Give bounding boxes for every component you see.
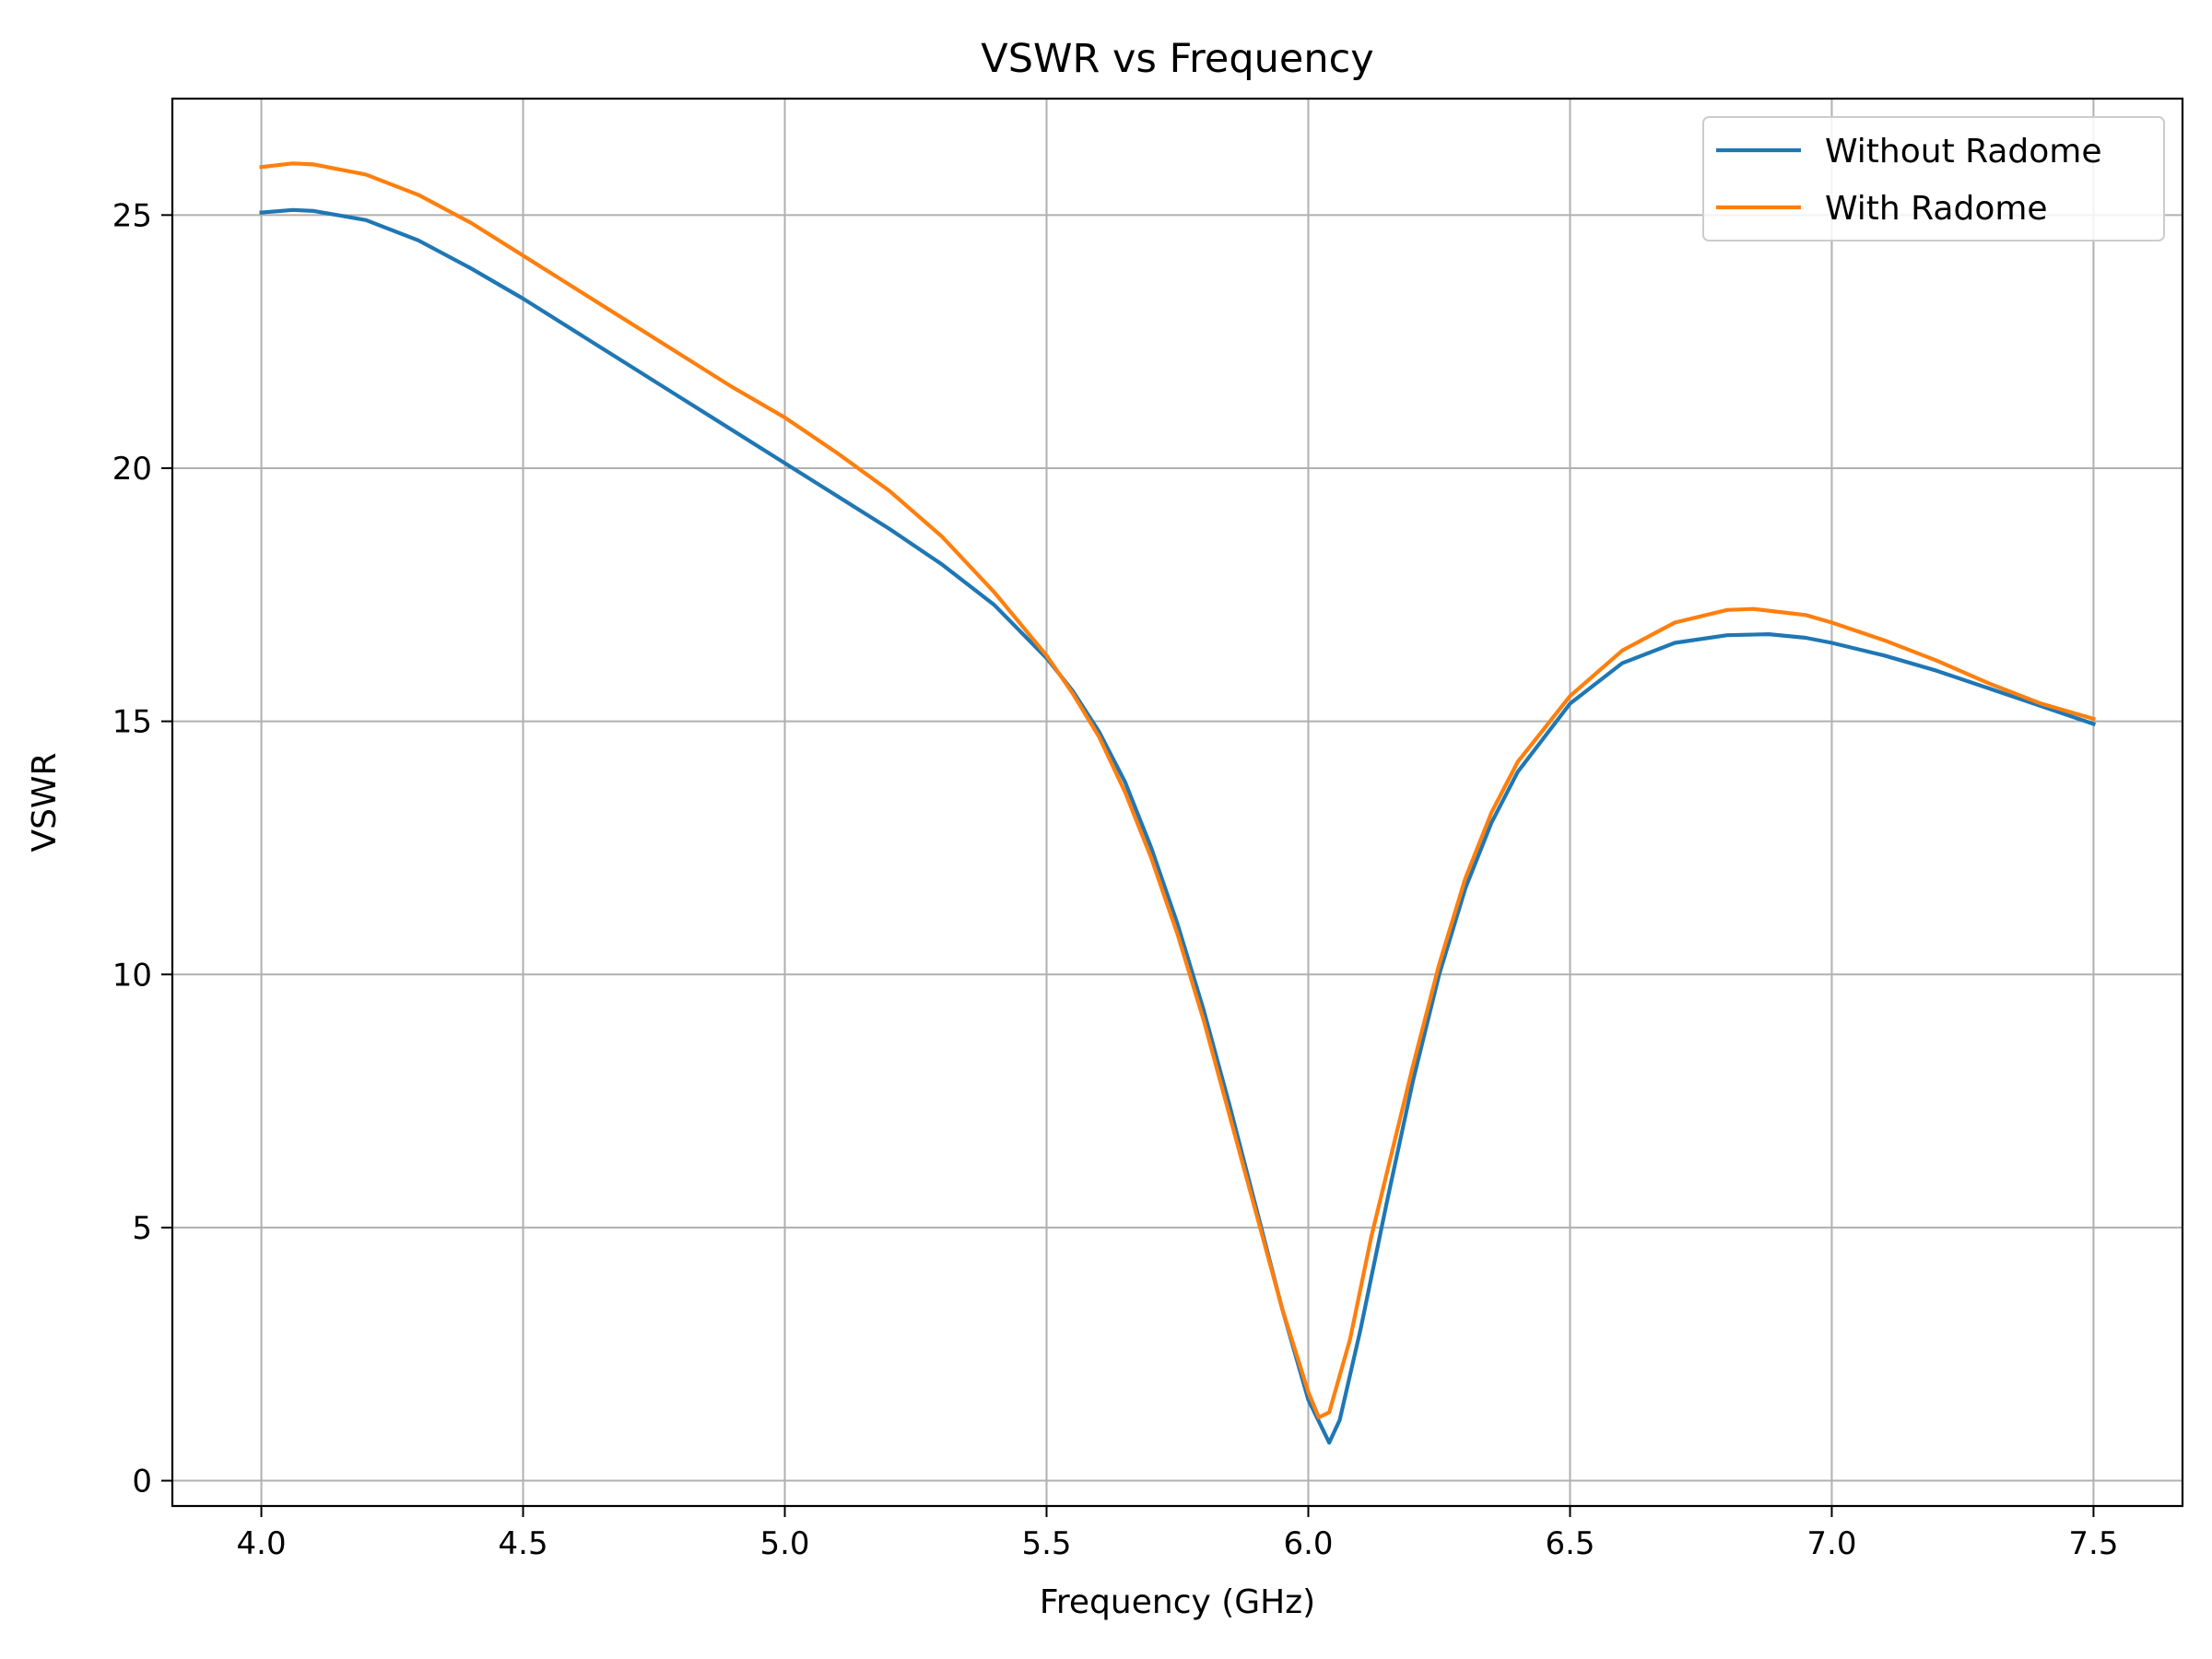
- legend-box: [1702, 116, 2165, 241]
- x-tick-label: 4.5: [499, 1525, 548, 1562]
- x-tick-label: 5.5: [1021, 1525, 1071, 1562]
- x-tick-label: 7.5: [2068, 1525, 2118, 1562]
- y-tick-label: 25: [112, 197, 152, 234]
- series-lines: [259, 161, 2097, 1445]
- y-tick-label: 15: [112, 704, 152, 741]
- y-tick-label: 5: [132, 1210, 152, 1247]
- plot-area-frame: [171, 97, 2184, 1508]
- legend: Without Radome With Radome: [1702, 116, 2165, 241]
- y-tick-label: 0: [132, 1464, 152, 1500]
- legend-label: With Radome: [1825, 190, 2048, 228]
- axis-ticks: 4.0 4.5 5.0 5.5 6.0 6.5 7.0 7.5 0 5 10 15 20 25: [112, 197, 2119, 1562]
- y-tick-label: 10: [112, 957, 152, 994]
- series-line-2: [259, 161, 2097, 1419]
- legend-label: Without Radome: [1825, 133, 2102, 171]
- x-tick-label: 6.5: [1545, 1525, 1594, 1562]
- x-tick-label: 7.0: [1806, 1525, 1856, 1562]
- x-tick-label: 6.0: [1283, 1525, 1333, 1562]
- series-line-1: [259, 207, 2097, 1445]
- y-axis-label: VSWR: [26, 752, 64, 852]
- x-tick-label: 5.0: [759, 1525, 809, 1562]
- chart-title: VSWR vs Frequency: [981, 36, 1373, 82]
- y-tick-label: 20: [112, 451, 152, 488]
- x-tick-label: 4.0: [237, 1525, 287, 1562]
- x-axis-label: Frequency (GHz): [1040, 1583, 1315, 1621]
